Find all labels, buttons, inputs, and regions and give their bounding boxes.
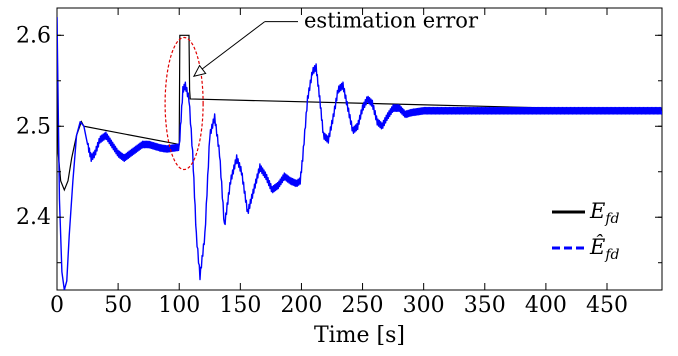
series-line-estimate — [57, 17, 662, 290]
annotation-arrowhead — [192, 64, 207, 77]
x-tick-label: 350 — [464, 293, 506, 318]
x-tick-label: 450 — [586, 293, 628, 318]
y-tick-label: 2.6 — [16, 23, 51, 48]
x-tick-label: 0 — [50, 293, 64, 318]
series-layer — [57, 17, 662, 290]
x-tick-label: 200 — [280, 293, 322, 318]
x-tick-label: 50 — [104, 293, 132, 318]
annotation-arrow-line — [197, 21, 266, 73]
plot-area — [56, 7, 663, 291]
x-tick-label: 400 — [525, 293, 567, 318]
axis-layer: 0 50 100 150 200 250 300 350 400 450 2.4 2.5 2.6 Time… — [16, 8, 662, 348]
legend: Efd Êfd — [552, 199, 620, 263]
y-tick-label: 2.5 — [16, 114, 51, 139]
plot-frame — [56, 7, 663, 291]
annotation-text: estimation error — [304, 9, 479, 33]
x-tick-label: 100 — [158, 293, 200, 318]
x-axis-label: Time [s] — [314, 323, 405, 348]
y-tick-label: 2.4 — [16, 205, 51, 230]
series-0 — [57, 17, 662, 192]
x-tick-label: 150 — [219, 293, 261, 318]
legend-entry-0: Efd — [589, 199, 620, 227]
legend-entry-1: Êfd — [589, 235, 620, 263]
x-tick-label: 300 — [403, 293, 445, 318]
annotation-ellipse — [164, 36, 204, 171]
annotation-layer: estimation error — [164, 9, 479, 171]
x-tick-label: 250 — [342, 293, 384, 318]
series-line-actual — [57, 17, 662, 192]
series-1 — [57, 17, 662, 290]
